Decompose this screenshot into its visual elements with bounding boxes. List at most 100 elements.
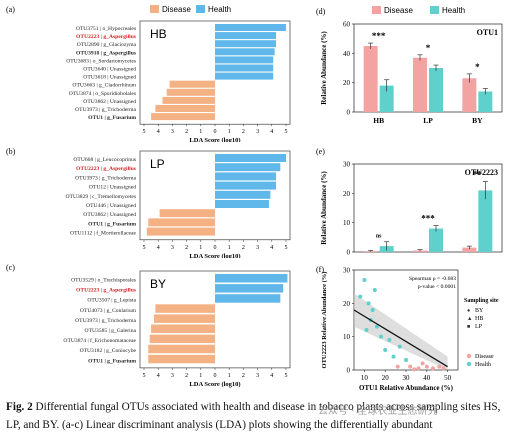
trend-line [353, 309, 448, 368]
disease-bar [151, 324, 215, 333]
disease-bar [148, 344, 215, 354]
y-tick-label: 20 [343, 190, 351, 198]
otu-label: OTU3751 | o_Hypocreales [76, 26, 136, 32]
x-tick-label: 5 [285, 129, 288, 135]
disease-bar [363, 46, 378, 112]
significance-label: * [475, 62, 480, 72]
disease-point [431, 366, 436, 371]
health-bar [215, 72, 274, 80]
health-bar [379, 85, 394, 112]
health-bar [429, 68, 443, 112]
health-bar [215, 40, 277, 48]
x-tick-label: 2 [242, 129, 245, 135]
x-tick-label: 1 [199, 129, 202, 135]
x-tick-label: LP [423, 116, 433, 125]
y-tick-label: 30 [343, 161, 351, 169]
health-bar [215, 200, 269, 208]
x-tick-label: 5 [143, 129, 146, 135]
legend-swatch-health [430, 6, 439, 14]
health-bar [215, 274, 288, 283]
y-axis-label: Relative Abundance (%) [320, 31, 328, 105]
y-tick-label: 60 [343, 21, 351, 29]
x-tick-label: 1 [228, 373, 231, 379]
otu-label: OTU3973 | g_Trichoderma [75, 318, 136, 324]
otu-label: OTU3973 | g_Trichoderma [75, 175, 136, 181]
otu-label: OTU3874 | o_Sporidiobolales [69, 91, 136, 97]
caption-label: Fig. 2 [6, 401, 33, 413]
disease-bar [155, 105, 215, 112]
panel-label: (b) [6, 147, 16, 156]
health-point [358, 294, 363, 299]
x-tick-label: 2 [242, 245, 245, 251]
otu-label: OTU3507 | g_Lepista [87, 298, 136, 304]
x-tick-label: 3 [256, 245, 259, 251]
x-tick-label: 3 [171, 373, 174, 379]
y-tick-label: 10 [343, 333, 351, 341]
site-label: HB [150, 27, 167, 41]
panel-label: (c) [6, 263, 15, 272]
otu-label: OTU4073 | g_Conlarium [80, 308, 137, 314]
legend-swatch-disease [150, 5, 159, 13]
x-tick-label: 2 [242, 373, 245, 379]
site-marker-icon: ■ [467, 324, 470, 330]
otu-label: OTU1 | g_Fusarium [88, 358, 136, 364]
disease-bar [151, 113, 215, 121]
x-tick-label: 2 [185, 129, 188, 135]
health-bar [478, 91, 493, 112]
otu-label: OTU3862 | Unassigned [83, 212, 136, 218]
health-bar [215, 172, 277, 181]
disease-point [441, 366, 446, 371]
disease-point [412, 367, 417, 372]
bar-panel-e-otu2223: (e) OTU2223 0 10 20 30 Relative Abundance (%) n… [316, 147, 503, 258]
significance-label: *** [421, 214, 435, 224]
disease-bar [148, 354, 215, 364]
health-bar [215, 24, 286, 31]
x-tick-label: 40 [423, 374, 431, 382]
health-point [391, 354, 396, 359]
y-axis-label: Relative Abundance (%) [320, 171, 328, 245]
x-tick-label: HB [373, 116, 384, 125]
legend-label-disease: Disease [162, 5, 191, 14]
legend-swatch-disease [372, 6, 381, 14]
x-tick-label: 5 [285, 373, 288, 379]
watermark-text: 公众号 · 全球农业生态研究 [318, 406, 438, 417]
otu-label: OTU3640 | Unassigned [83, 67, 136, 73]
significance-label: ** [473, 170, 483, 180]
disease-bar [462, 78, 477, 112]
disease-bar [162, 96, 215, 104]
health-point [364, 328, 369, 332]
site-legend-label: HB [475, 316, 483, 322]
x-tick-label: 4 [270, 129, 273, 135]
otu-label: OTU446 | Unassigned [86, 203, 136, 209]
disease-point [420, 361, 425, 366]
x-tick-label: 5 [143, 373, 146, 379]
otu-label: OTU3529 | o_Trechisporales [71, 278, 136, 284]
x-tick-label: BY [472, 116, 483, 125]
health-bar [215, 163, 281, 172]
site-legend-label: BY [475, 308, 484, 314]
group-legend-label: Disease [475, 354, 494, 360]
otu-label: OTU2223 | g_Aspergillus [76, 288, 137, 294]
x-tick-label: 3 [256, 129, 259, 135]
x-tick-label: 4 [270, 245, 273, 251]
panel-label: (f) [316, 265, 324, 274]
otu-label: OTU3973 | g_Trichoderma [75, 107, 136, 113]
legend-label-health: Health [442, 6, 465, 15]
x-tick-label: 4 [157, 373, 160, 379]
chart-title: OTU2223 [465, 168, 498, 177]
otu-label: OTU3585 | g_Galerina [85, 328, 137, 334]
x-tick-label: LP [423, 256, 433, 258]
legend-label-health: Health [208, 5, 231, 14]
otu-label: OTU668 | g_Leucocoprinus [73, 157, 136, 163]
health-bar [215, 154, 286, 162]
pvalue-annotation: p-value < 0.0001 [418, 284, 456, 290]
health-bar [215, 64, 274, 72]
significance-label: ns [376, 234, 382, 240]
otu-label: OTU2223 | g_Aspergillus [76, 166, 137, 172]
group-legend-label: Health [475, 362, 491, 368]
caption-text: Differential fungal OTUs associated with… [6, 401, 501, 431]
health-point [374, 324, 379, 329]
health-point [362, 278, 367, 282]
disease-point [424, 364, 429, 369]
x-tick-label: 5 [143, 245, 146, 251]
